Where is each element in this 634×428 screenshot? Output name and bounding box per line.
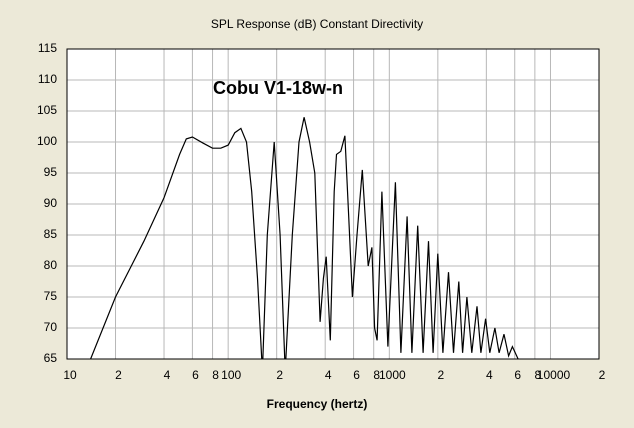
x-tick-label: 6 xyxy=(353,368,360,382)
x-tick-label: 8 xyxy=(535,368,542,382)
x-tick-label: 10 xyxy=(63,368,77,382)
x-tick-label: 2 xyxy=(115,368,122,382)
x-tick-label: 100 xyxy=(221,368,241,382)
x-tick-label: 4 xyxy=(325,368,332,382)
x-axis-label: Frequency (hertz) xyxy=(267,397,368,411)
chart-title: SPL Response (dB) Constant Directivity xyxy=(211,17,423,31)
y-tick-label: 70 xyxy=(44,320,58,334)
y-tick-label: 85 xyxy=(44,227,58,241)
x-tick-label: 4 xyxy=(164,368,171,382)
x-tick-label: 8 xyxy=(212,368,219,382)
x-tick-label: 2 xyxy=(276,368,283,382)
y-tick-label: 110 xyxy=(38,72,57,86)
x-tick-label: 6 xyxy=(514,368,521,382)
x-tick-label: 2 xyxy=(437,368,444,382)
y-tick-label: 80 xyxy=(44,258,58,272)
annotation: Cobu V1-18w-n xyxy=(213,78,343,98)
x-tick-label: 2 xyxy=(599,368,606,382)
plot-frame xyxy=(66,48,600,360)
x-tick-label: 1000 xyxy=(379,368,406,382)
y-tick-label: 65 xyxy=(44,351,58,365)
y-tick-label: 105 xyxy=(37,103,57,117)
x-tick-label: 4 xyxy=(486,368,493,382)
x-tick-label: 10000 xyxy=(537,368,571,382)
spl-line xyxy=(90,117,519,359)
y-tick-label: 100 xyxy=(37,134,57,148)
y-tick-label: 75 xyxy=(44,289,58,303)
x-tick-label: 6 xyxy=(192,368,199,382)
y-tick-label: 95 xyxy=(44,165,58,179)
y-tick-label: 115 xyxy=(38,41,57,55)
y-tick-label: 90 xyxy=(44,196,58,210)
x-tick-label: 8 xyxy=(373,368,380,382)
